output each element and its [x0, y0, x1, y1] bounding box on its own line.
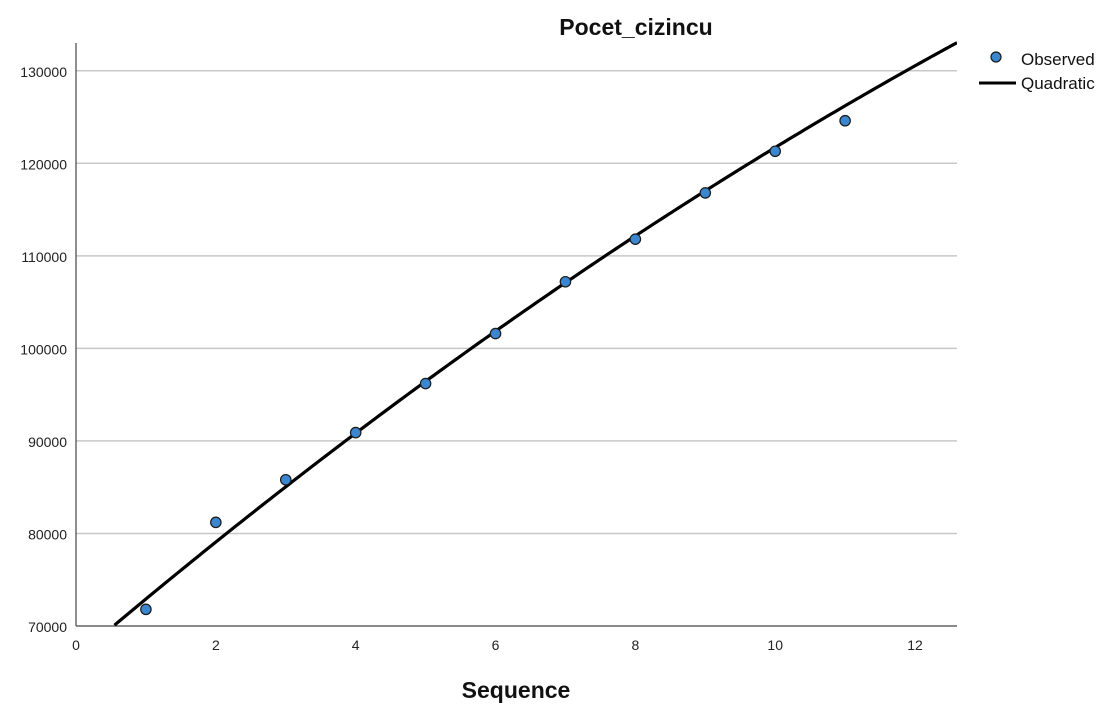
x-tick-label-6: 6 [492, 637, 500, 653]
y-tick-labels: 70000 80000 90000 100000 110000 120000 130000 [20, 64, 67, 635]
fit-lines [113, 41, 957, 626]
observed-point-3 [279, 473, 292, 486]
legend-marker-observed [990, 51, 1002, 63]
x-tick-label-2: 2 [212, 637, 220, 653]
legend: Observed Quadratic [979, 50, 1095, 93]
y-tick-label-90000: 90000 [28, 434, 67, 450]
gridlines [76, 70, 957, 535]
observed-point-8 [629, 233, 642, 245]
observed-points [140, 114, 851, 616]
chart-title: Pocet_cizincu [559, 14, 712, 40]
x-tick-label-12: 12 [907, 637, 923, 653]
x-tick-label-4: 4 [352, 637, 360, 653]
legend-label-quadratic: Quadratic [1021, 74, 1095, 93]
y-tick-label-100000: 100000 [20, 341, 67, 357]
legend-label-observed: Observed [1021, 50, 1095, 69]
observed-point-9 [699, 187, 712, 199]
observed-point-7 [559, 275, 572, 288]
x-tick-label-10: 10 [767, 637, 783, 653]
y-tick-label-70000: 70000 [28, 619, 67, 635]
y-tick-label-120000: 120000 [20, 156, 67, 172]
x-axis-label: Sequence [462, 677, 571, 703]
x-tick-label-0: 0 [72, 637, 80, 653]
x-tick-label-8: 8 [631, 637, 639, 653]
x-tick-labels: 0 2 4 6 8 10 12 [72, 637, 923, 653]
observed-point-10 [769, 145, 782, 158]
observed-point-1 [140, 603, 152, 616]
observed-point-4 [349, 426, 362, 439]
observed-point-11 [839, 114, 851, 127]
axes [75, 43, 957, 627]
observed-point-5 [419, 377, 432, 390]
observed-point-6 [489, 327, 502, 340]
quadratic-fit-line [113, 41, 957, 626]
observed-point-2 [210, 516, 222, 529]
y-tick-label-80000: 80000 [28, 526, 67, 542]
y-tick-label-110000: 110000 [21, 249, 67, 265]
y-tick-label-130000: 130000 [20, 64, 67, 80]
